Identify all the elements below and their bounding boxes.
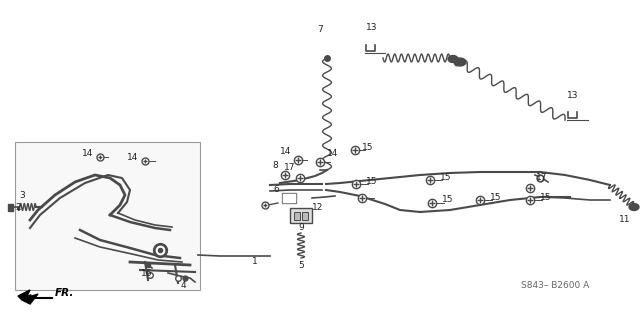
Text: 13: 13 <box>366 23 378 31</box>
Text: 15: 15 <box>362 143 374 151</box>
Text: S843– B2600 A: S843– B2600 A <box>521 280 589 290</box>
Text: 15: 15 <box>490 192 502 202</box>
Text: 9: 9 <box>298 224 304 232</box>
Bar <box>294 212 300 220</box>
Text: 1: 1 <box>252 257 258 267</box>
Text: 8: 8 <box>272 161 278 171</box>
Text: 3: 3 <box>19 192 25 201</box>
Polygon shape <box>448 56 458 62</box>
Text: 17: 17 <box>284 164 296 172</box>
Text: 2: 2 <box>15 203 21 212</box>
Bar <box>282 193 296 203</box>
Bar <box>290 208 312 223</box>
Text: 7: 7 <box>317 25 323 35</box>
Text: 15: 15 <box>366 176 378 186</box>
Text: 12: 12 <box>312 203 324 212</box>
Text: 14: 14 <box>327 149 339 158</box>
Text: 15: 15 <box>440 174 452 182</box>
Text: 6: 6 <box>273 186 279 194</box>
Text: 4: 4 <box>180 280 186 290</box>
Text: 14: 14 <box>83 149 93 159</box>
Text: 11: 11 <box>620 215 631 225</box>
Text: 16: 16 <box>141 269 153 279</box>
Bar <box>302 212 308 220</box>
Text: 17: 17 <box>536 174 548 182</box>
Text: FR.: FR. <box>55 288 74 298</box>
Text: 15: 15 <box>540 192 552 202</box>
Text: 13: 13 <box>567 91 579 100</box>
Bar <box>15 142 200 290</box>
Text: 14: 14 <box>127 154 139 163</box>
Polygon shape <box>454 58 466 66</box>
Bar <box>283 194 295 202</box>
Text: 15: 15 <box>442 196 454 204</box>
Bar <box>8 203 13 210</box>
Text: 14: 14 <box>280 147 292 155</box>
Text: 5: 5 <box>298 261 304 269</box>
Polygon shape <box>629 203 639 210</box>
Polygon shape <box>18 290 38 304</box>
